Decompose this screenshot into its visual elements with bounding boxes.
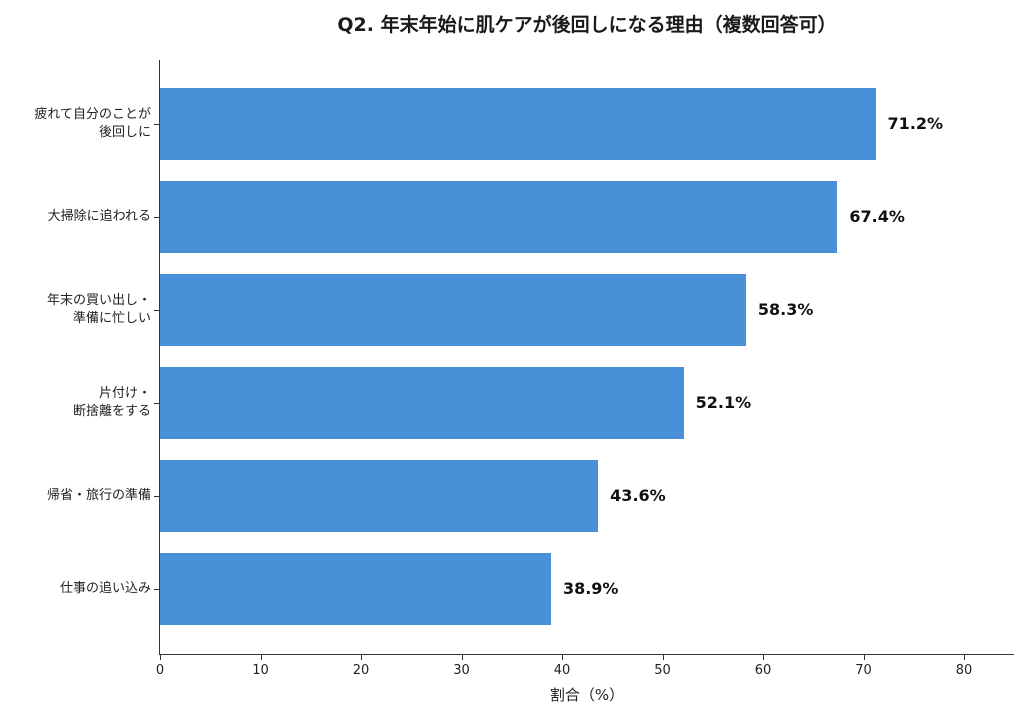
bar [160, 274, 746, 346]
y-tick [154, 124, 159, 125]
bar-value-label: 52.1% [695, 393, 752, 412]
x-tick [260, 655, 262, 660]
x-axis-title: 割合（%） [549, 686, 625, 704]
x-tick-label: 0 [155, 663, 165, 678]
x-tick-label: 80 [955, 663, 973, 678]
category-label: 仕事の追い込み [59, 581, 151, 596]
chart-title: Q2. 年末年始に肌ケアが後回しになる理由（複数回答可） [337, 14, 837, 36]
bar-value-label: 38.9% [562, 579, 619, 598]
x-tick-label: 20 [352, 663, 370, 678]
x-tick-label: 40 [553, 663, 571, 678]
x-tick [160, 655, 161, 660]
y-tick [154, 589, 159, 590]
category-label: 疲れて自分のことが 後回しに [34, 107, 151, 140]
x-tick [763, 655, 764, 660]
y-tick [154, 496, 159, 497]
y-tick [154, 217, 159, 218]
bar [160, 367, 684, 439]
bar [160, 460, 599, 532]
x-tick [461, 655, 463, 660]
bar [160, 553, 551, 625]
plot-area: 71.2% 67.4% 58.3% 52.1% 43.6% 38.9% [160, 60, 1014, 654]
category-label: 大掃除に追われる [47, 209, 151, 224]
y-axis-line [159, 60, 160, 655]
x-tick-label: 30 [453, 663, 470, 678]
x-tick [562, 655, 563, 660]
y-tick [154, 403, 159, 404]
bar [160, 181, 838, 253]
bar-value-label: 43.6% [610, 486, 666, 505]
category-label: 片付け・ 断捨離をする [72, 386, 151, 419]
x-tick [361, 655, 362, 660]
category-label: 年末の買い出し・ 準備に忙しい [46, 293, 151, 326]
x-tick-label: 10 [252, 663, 269, 678]
bar [160, 88, 876, 160]
x-tick-label: 70 [855, 663, 872, 678]
x-tick [964, 655, 965, 660]
bar-value-label: 67.4% [849, 207, 905, 226]
x-tick [863, 655, 865, 660]
x-tick [662, 655, 664, 660]
x-axis-line [159, 654, 1014, 655]
bar-value-label: 71.2% [887, 114, 944, 133]
y-tick [154, 310, 159, 311]
x-tick-label: 60 [754, 663, 772, 678]
category-label: 帰省・旅行の準備 [46, 488, 151, 503]
x-tick-label: 50 [654, 663, 671, 678]
bar-value-label: 58.3% [757, 300, 814, 319]
